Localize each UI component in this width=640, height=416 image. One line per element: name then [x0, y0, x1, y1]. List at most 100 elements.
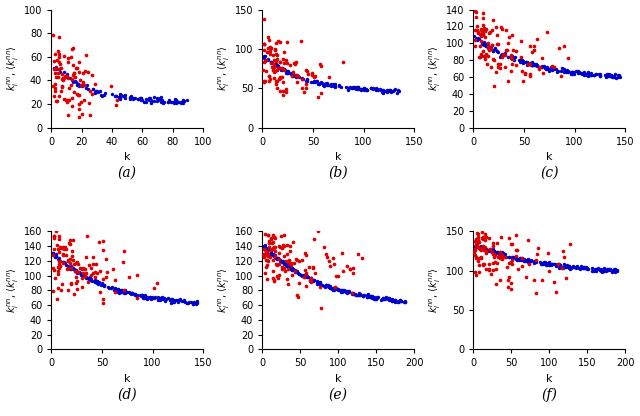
Point	[333, 273, 343, 280]
Point	[266, 236, 276, 243]
Point	[355, 290, 365, 297]
Point	[299, 274, 309, 280]
Point	[64, 97, 74, 103]
X-axis label: k: k	[546, 152, 552, 162]
Point	[92, 277, 102, 284]
Point	[117, 289, 127, 295]
Point	[81, 274, 91, 281]
Point	[294, 73, 305, 80]
Point	[51, 74, 61, 80]
Point	[285, 243, 295, 249]
Point	[533, 245, 543, 252]
Point	[543, 261, 553, 267]
Point	[273, 38, 283, 45]
Point	[321, 282, 331, 289]
Point	[325, 284, 335, 291]
Point	[139, 99, 149, 105]
Point	[476, 247, 486, 254]
Point	[78, 269, 88, 276]
Point	[179, 297, 189, 304]
Point	[480, 244, 490, 250]
Point	[307, 72, 317, 79]
Point	[554, 260, 564, 267]
Point	[275, 75, 285, 82]
Point	[315, 80, 325, 87]
Point	[556, 67, 566, 74]
Point	[379, 88, 389, 94]
Point	[301, 67, 311, 73]
Point	[93, 239, 104, 246]
Point	[125, 290, 135, 296]
Point	[506, 54, 516, 61]
Point	[98, 238, 108, 245]
Point	[390, 297, 401, 304]
Point	[259, 206, 269, 213]
Point	[282, 69, 292, 76]
Point	[278, 79, 288, 86]
Point	[79, 68, 90, 74]
Point	[576, 69, 586, 76]
Point	[519, 255, 529, 262]
Point	[166, 297, 176, 304]
Point	[388, 297, 399, 304]
Point	[268, 267, 278, 274]
Point	[176, 99, 186, 106]
Point	[282, 250, 292, 257]
Point	[509, 57, 520, 64]
Point	[192, 298, 202, 305]
Point	[264, 221, 274, 228]
Point	[54, 68, 65, 75]
Point	[491, 68, 501, 75]
Point	[492, 32, 502, 38]
Point	[508, 61, 518, 68]
Point	[383, 87, 394, 94]
Point	[88, 254, 99, 261]
Point	[268, 67, 278, 74]
Point	[269, 248, 280, 255]
Point	[183, 300, 193, 306]
Point	[264, 77, 275, 84]
Point	[525, 61, 535, 67]
Point	[353, 84, 364, 90]
Point	[175, 296, 185, 303]
Point	[479, 27, 489, 34]
Point	[470, 244, 480, 250]
Point	[611, 267, 621, 274]
Point	[529, 277, 540, 284]
Point	[78, 82, 88, 88]
Point	[262, 252, 272, 259]
Point	[497, 51, 508, 57]
Point	[269, 235, 280, 242]
Point	[179, 297, 189, 304]
Point	[476, 29, 486, 36]
Point	[77, 70, 88, 77]
Point	[275, 65, 285, 72]
Point	[559, 253, 569, 260]
Point	[269, 64, 279, 70]
Point	[478, 242, 488, 249]
Point	[136, 97, 146, 104]
Point	[324, 74, 334, 80]
Point	[342, 290, 352, 296]
Point	[479, 42, 490, 48]
Point	[74, 114, 84, 120]
Point	[131, 291, 141, 298]
Point	[271, 78, 281, 84]
Point	[484, 248, 495, 254]
Point	[282, 263, 292, 270]
Point	[379, 296, 389, 302]
Point	[400, 298, 410, 305]
Point	[272, 262, 282, 268]
Point	[551, 65, 561, 72]
Point	[82, 82, 92, 89]
Point	[609, 267, 619, 273]
Point	[99, 282, 109, 288]
Point	[304, 264, 314, 271]
Point	[127, 290, 137, 297]
Point	[473, 243, 483, 250]
Point	[58, 251, 68, 258]
Point	[67, 45, 77, 52]
Point	[172, 299, 182, 305]
Point	[598, 267, 609, 274]
Point	[273, 63, 283, 70]
